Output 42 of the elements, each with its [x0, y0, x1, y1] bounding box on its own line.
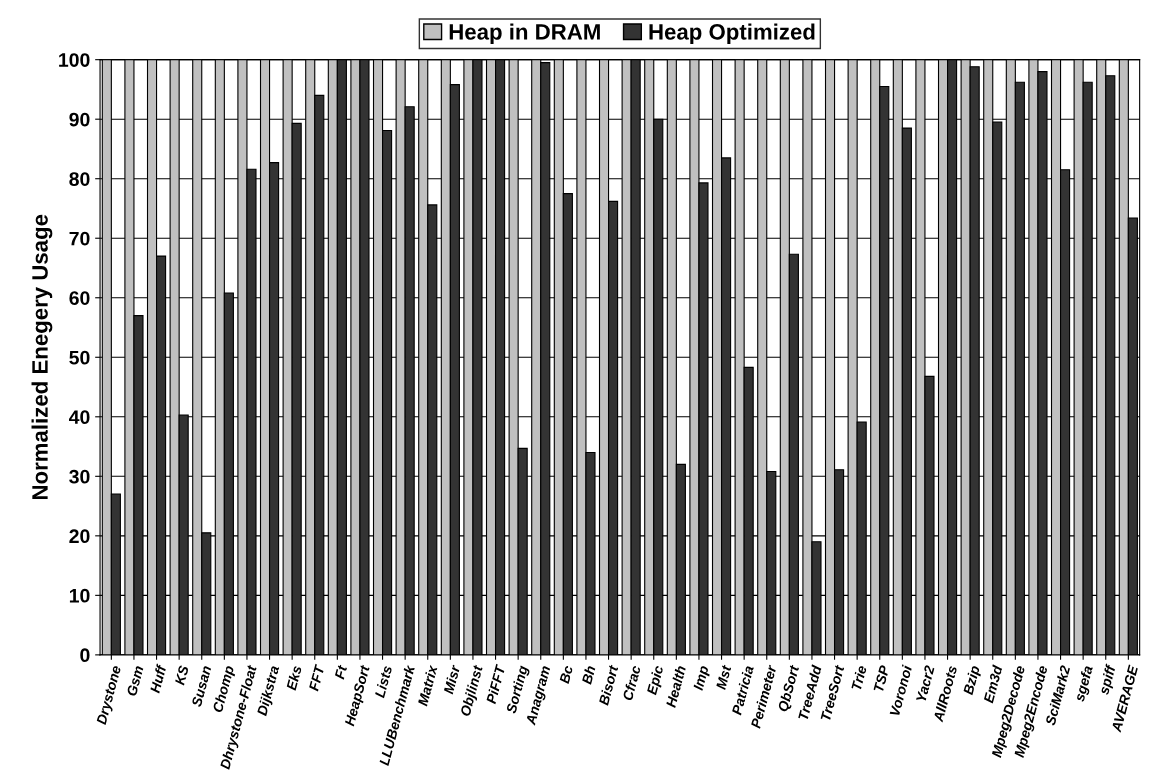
x-tick-label: KS — [174, 664, 189, 686]
y-tick-label: 10 — [69, 588, 90, 603]
x-tick-label: sgefa — [1073, 664, 1096, 703]
legend-label: Heap Optimized — [649, 23, 815, 45]
y-tick-label: 60 — [69, 291, 90, 305]
x-tick-label: Cfrac — [622, 664, 641, 701]
y-tick-label: 90 — [69, 112, 90, 127]
x-tick-label: Epic — [646, 664, 667, 697]
x-tick-label: Susan — [191, 665, 212, 708]
y-tick-label: 50 — [69, 350, 90, 365]
y-tick-label: 40 — [69, 410, 90, 425]
x-tick-label: Dijkstra — [256, 664, 282, 717]
x-tick-label: Bc — [559, 664, 574, 685]
x-tick-label: Objlinst — [459, 664, 486, 718]
y-axis-title: Normalized Enegery Usage — [31, 214, 53, 500]
x-tick-label: Gsm — [126, 665, 144, 697]
y-tick-label: 80 — [69, 172, 90, 186]
y-tick-label: 0 — [80, 648, 90, 663]
x-tick-label: Eks — [285, 665, 302, 691]
legend-label: Heap in DRAM — [449, 23, 600, 45]
x-tick-label: Trie — [850, 664, 867, 691]
x-tick-label: Yacr2 — [915, 664, 935, 703]
x-tick-label: Mst — [715, 664, 732, 691]
x-tick-label: Imp — [693, 665, 712, 692]
x-tick-label: PiFFT — [485, 663, 506, 705]
x-tick-label: Bisort — [598, 664, 619, 706]
x-tick-label: Huff — [149, 663, 167, 694]
y-tick-label: 70 — [69, 231, 90, 246]
x-tick-label: Ft — [334, 664, 348, 680]
x-tick-label: Voronoi — [889, 664, 913, 717]
x-tick-label: Bzip — [962, 665, 983, 697]
x-tick-label: Health — [665, 665, 687, 708]
x-tick-label: FFT — [308, 663, 325, 692]
x-tick-label: spiff — [1098, 663, 1119, 696]
x-tick-label: Matrix — [417, 664, 438, 707]
x-tick-label: Bh — [581, 665, 596, 685]
y-tick-label: 30 — [69, 469, 90, 484]
y-tick-label: 100 — [59, 53, 90, 67]
x-tick-label: Misr — [443, 663, 461, 695]
y-tick-label: 20 — [69, 529, 90, 544]
x-tick-label: TreeAdd — [797, 664, 822, 721]
x-tick-label: TSP — [873, 664, 890, 693]
